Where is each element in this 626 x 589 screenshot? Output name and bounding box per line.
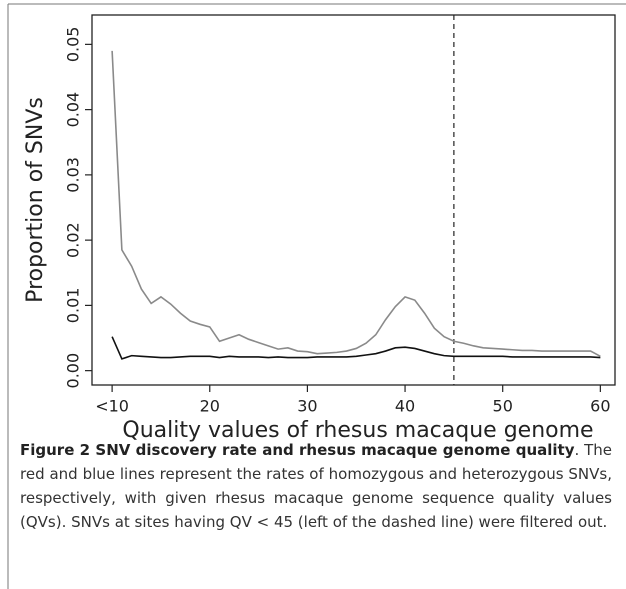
y-tick-label: 0.04	[64, 92, 83, 128]
y-axis-label: Proportion of SNVs	[23, 97, 48, 303]
y-tick-label: 0.00	[64, 353, 83, 389]
y-tick-label: 0.03	[64, 157, 83, 193]
y-tick-label: 0.02	[64, 222, 83, 258]
caption: Figure 2 SNV discovery rate and rhesus m…	[20, 438, 612, 534]
series-line	[111, 50, 601, 357]
y-tick-label: 0.01	[64, 288, 83, 324]
x-tick-label: 30	[297, 397, 317, 416]
plot-box	[91, 14, 616, 386]
y-tick-label: 0.05	[64, 27, 83, 63]
caption-title: Figure 2 SNV discovery rate and rhesus m…	[20, 441, 575, 459]
x-tick-label: <10	[95, 397, 129, 416]
x-axis-label: Quality values of rhesus macaque genome	[122, 418, 593, 443]
caption-text: . The red and blue lines represent the r…	[20, 441, 612, 531]
series-line	[111, 336, 601, 360]
x-tick-label: 40	[395, 397, 415, 416]
x-tick-label: 20	[200, 397, 220, 416]
x-tick-label: 60	[590, 397, 610, 416]
x-tick-label: 50	[493, 397, 513, 416]
